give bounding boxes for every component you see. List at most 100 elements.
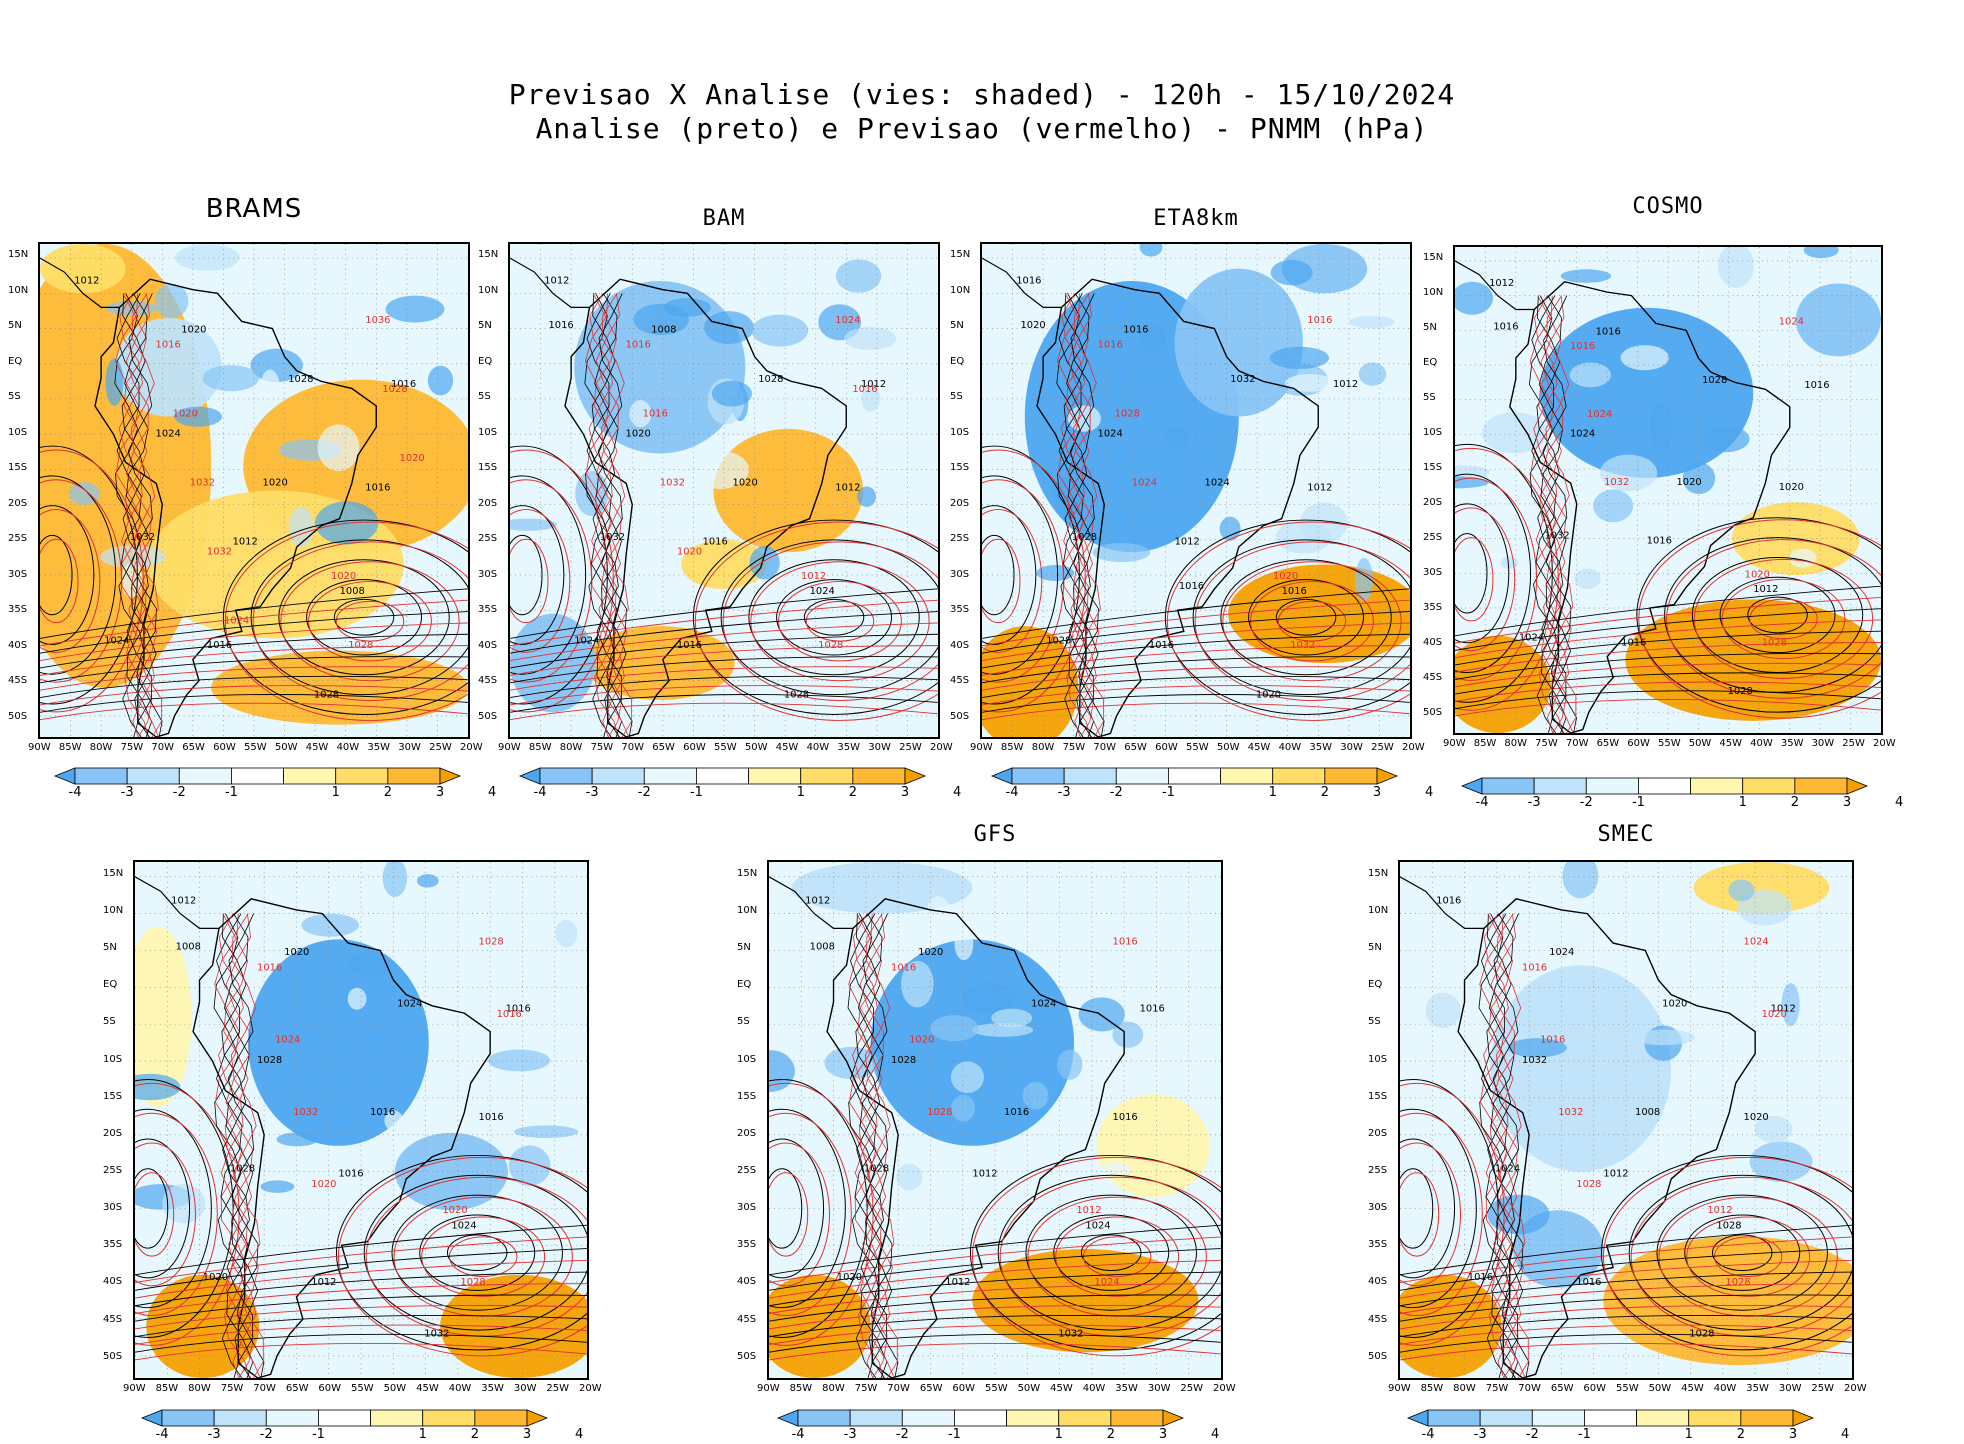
isobar-analysis: [1400, 1108, 1477, 1309]
isobar-forecast: [510, 509, 571, 653]
lon-tick-label: 60W: [683, 742, 706, 753]
isobar-analysis: [40, 611, 468, 654]
bias-speckle: [857, 486, 877, 507]
isobar-forecast: [510, 538, 549, 624]
colorbar-label: 1: [331, 785, 340, 800]
lon-tick-label: 45W: [1050, 1383, 1073, 1394]
lon-tick-label: 80W: [188, 1383, 211, 1394]
continent-outline: [192, 898, 491, 1378]
contour-label-analysis: 1016: [1113, 1112, 1138, 1123]
isobar-forecast: [1540, 295, 1574, 733]
contour-label-forecast: 1016: [156, 340, 181, 351]
contour-label-analysis: 1032: [1058, 1329, 1083, 1340]
bias-region: [135, 926, 192, 1108]
central-america-outline: [982, 257, 1062, 308]
lon-tick-label: 30W: [868, 742, 891, 753]
colorbar-label: -2: [1579, 795, 1593, 810]
isobar-forecast: [852, 913, 888, 1378]
isobar-analysis: [1455, 690, 1881, 710]
bias-speckle: [317, 424, 360, 472]
contour-label-forecast: 1020: [909, 1035, 934, 1046]
isobar-analysis: [391, 1194, 563, 1311]
colorbar-label: 1: [418, 1427, 427, 1442]
contour-label-forecast: 1028: [927, 1107, 952, 1118]
contour-label-analysis: 1024: [156, 428, 181, 439]
isobar-forecast: [769, 1305, 1221, 1330]
contour-label-forecast: 1036: [365, 315, 390, 326]
isobar-analysis: [419, 1214, 536, 1291]
isobar-analysis: [336, 1154, 587, 1351]
contour-label-analysis: 1016: [677, 640, 702, 651]
colorbar-arrow-right: [439, 767, 462, 785]
contour-label-analysis: 1016: [1576, 1277, 1601, 1288]
bias-speckle: [1803, 247, 1839, 259]
colorbar-label: -2: [1109, 785, 1123, 800]
lon-tick-label: 50W: [1216, 742, 1240, 753]
colorbar-segment: [1533, 777, 1587, 795]
isobar-forecast: [40, 685, 468, 706]
lon-tick-label: 65W: [285, 1383, 309, 1394]
contour-label-analysis: 1016: [1596, 326, 1621, 337]
isobar-analysis: [769, 1294, 1221, 1322]
isobar-analysis: [1400, 1333, 1852, 1353]
colorbar-label: 4: [575, 1427, 584, 1442]
colorbar-label: -3: [207, 1427, 221, 1442]
contour-label-forecast: 1020: [1745, 569, 1770, 580]
bias-region: [1174, 268, 1303, 417]
bias-speckle: [1219, 516, 1241, 541]
colorbar-label: -1: [224, 785, 238, 800]
bias-speckle: [1139, 244, 1163, 257]
lon-tick-label: 70W: [1093, 742, 1117, 753]
colorbar-label: 1: [1054, 1427, 1063, 1442]
colorbar-label: -4: [155, 1427, 169, 1442]
isobar-forecast: [40, 538, 79, 624]
isobar-analysis: [121, 293, 152, 737]
isobar-forecast: [1060, 293, 1095, 737]
contour-label-forecast: 1016: [497, 1009, 522, 1020]
lon-tick-label: 85W: [155, 1383, 179, 1394]
lat-tick-label: 15N: [950, 249, 971, 261]
central-america-outline: [510, 257, 590, 308]
colorbar-segment: [1585, 777, 1639, 795]
bias-speckle: [769, 1050, 795, 1092]
bias-map: 1016 1012 1012 1016 1020 1024 1028 1032 1028 1024…: [1400, 862, 1852, 1378]
isobar-analysis: [1400, 1248, 1852, 1291]
colorbar-segment: [474, 1409, 528, 1427]
lon-tick-label: 35W: [1746, 1383, 1769, 1394]
isobar-forecast: [769, 1082, 874, 1346]
lon-tick-label: 75W: [1485, 1383, 1509, 1394]
bias-speckle: [751, 314, 809, 347]
contour-label-forecast: 1028: [460, 1277, 485, 1288]
isobar-forecast: [982, 622, 1410, 662]
lat-tick-label: 25S: [950, 533, 970, 545]
bias-speckle: [68, 482, 101, 505]
isobar-forecast: [1545, 295, 1577, 733]
contour-label-forecast: 1024: [275, 1035, 300, 1046]
contour-label-analysis: 1024: [397, 998, 422, 1009]
isobar-analysis: [1063, 293, 1094, 737]
lon-tick-label: 55W: [1616, 1383, 1639, 1394]
colorbar-label: -3: [1057, 785, 1071, 800]
isobar-forecast: [135, 1283, 587, 1314]
contour-label-analysis: 1028: [230, 1164, 255, 1175]
colorbar-label: 4: [1895, 795, 1904, 810]
colorbar-label: -3: [120, 785, 134, 800]
lon-tick-label: 60W: [1583, 1383, 1607, 1394]
lat-tick-label: 15S: [737, 1090, 757, 1102]
isobar-analysis: [1481, 913, 1519, 1378]
lat-tick-label: EQ: [1368, 979, 1383, 991]
lat-tick-label: 35S: [1423, 602, 1443, 613]
lon-tick-label: 90W: [1443, 738, 1466, 749]
map-panel-gfs: 1012 1012 1016 1012 1016 1020 1024 1028 1032 1028…: [767, 860, 1223, 1380]
contour-label-forecast: 1020: [311, 1179, 336, 1190]
bias-speckle: [896, 1163, 923, 1191]
isobar-analysis: [40, 694, 468, 713]
bias-region: [1540, 307, 1754, 478]
isobar-analysis: [1455, 608, 1881, 651]
colorbar-label: -2: [259, 1427, 273, 1442]
isobar-analysis: [510, 588, 938, 639]
lat-tick-label: 20S: [478, 497, 498, 509]
colorbar-label: 3: [1158, 1427, 1168, 1442]
isobar-analysis: [586, 293, 622, 737]
bias-map: 1012101210161012101610201024102810321028…: [769, 862, 1221, 1378]
